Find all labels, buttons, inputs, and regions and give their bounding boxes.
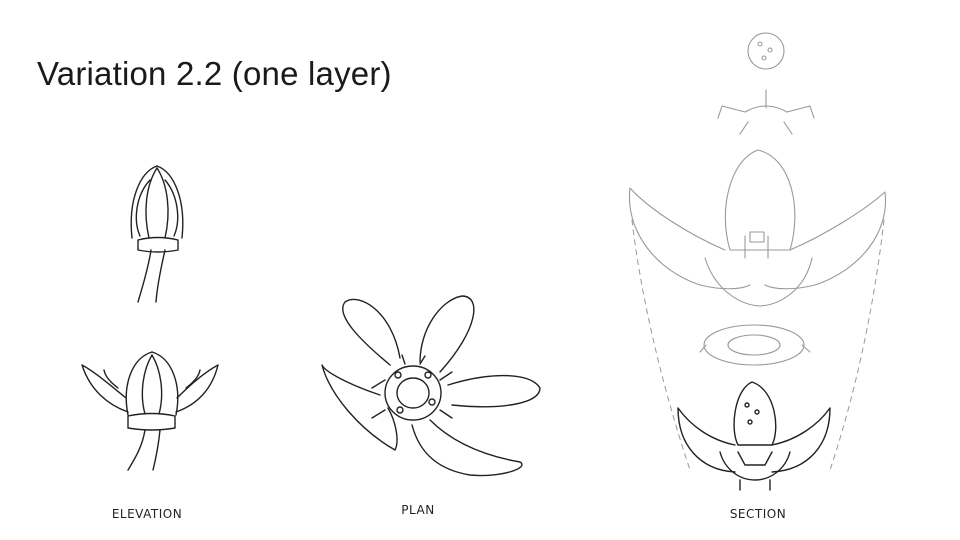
plan-label: PLAN <box>401 503 435 517</box>
slide-title: Variation 2.2 (one layer) <box>37 55 392 92</box>
elevation-label: ELEVATION <box>111 507 183 521</box>
section-label: SECTION <box>729 507 787 521</box>
